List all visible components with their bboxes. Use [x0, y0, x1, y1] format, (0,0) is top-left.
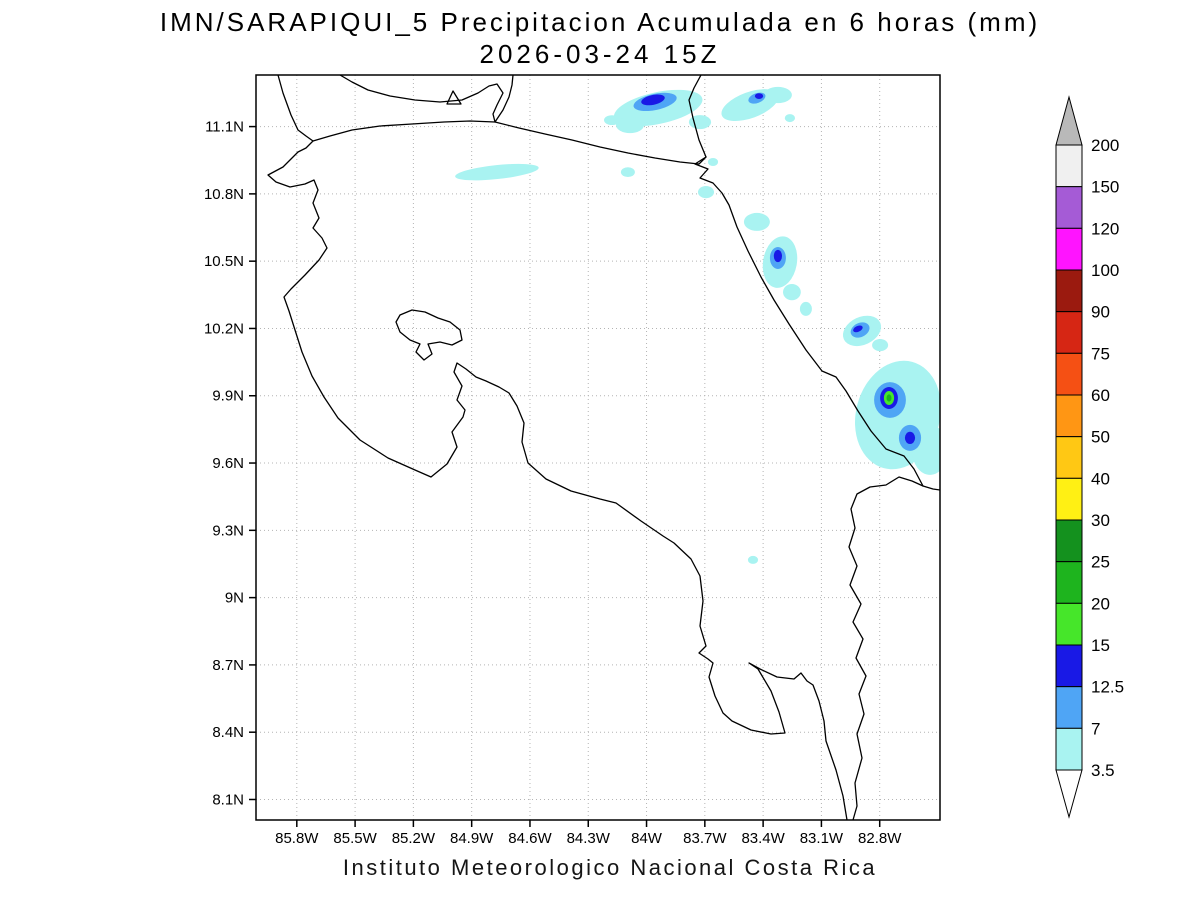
- x-axis-label: 85.5W: [333, 830, 377, 847]
- x-axis-label: 84.6W: [508, 830, 552, 847]
- precip-cell-3.5mm: [707, 158, 719, 166]
- x-axis-label: 85.2W: [392, 830, 436, 847]
- x-axis-label: 84W: [631, 830, 663, 847]
- lake-nicaragua-shore: [339, 75, 514, 123]
- colorbar-segment: [1055, 602, 1083, 646]
- colorbar-arrow-below-min: [1055, 769, 1083, 819]
- precip-cell-12.5mm: [773, 249, 783, 263]
- colorbar-segment: [1055, 436, 1083, 479]
- y-axis-label: 9.3N: [212, 522, 244, 539]
- precip-cell-3.5mm: [872, 339, 889, 352]
- coastline-caribbean: [688, 75, 940, 491]
- colorbar-segment: [1055, 727, 1083, 771]
- colorbar-segment: [1055, 269, 1083, 313]
- colorbar-segment: [1055, 561, 1083, 604]
- x-axis-label: 84.9W: [450, 830, 494, 847]
- precip-cell-3.5mm: [743, 212, 770, 231]
- colorbar-tick-label: 120: [1091, 219, 1119, 238]
- colorbar-tick-label: 25: [1091, 553, 1110, 572]
- colorbar-tick-label: 12.5: [1091, 678, 1124, 697]
- border-panama: [848, 476, 924, 820]
- precip-cell-3.5mm: [616, 116, 644, 134]
- colorbar-tick-label: 90: [1091, 303, 1110, 322]
- colorbar-segment: [1055, 644, 1083, 688]
- colorbar-tick-label: 200: [1091, 136, 1119, 155]
- precip-cell-3.5mm: [763, 86, 792, 104]
- precip-cell-3.5mm: [698, 186, 714, 199]
- colorbar-tick-label: 150: [1091, 178, 1119, 197]
- precip-cell-12.5mm: [853, 325, 863, 333]
- colorbar-tick-label: 30: [1091, 511, 1110, 530]
- y-axis-label: 8.7N: [212, 657, 244, 674]
- y-axis-label: 10.2N: [204, 320, 244, 337]
- chart-title-line2: 2026-03-24 15Z: [479, 39, 721, 69]
- grid-layer: [256, 75, 940, 820]
- precip-cell-12.5mm: [754, 93, 764, 99]
- x-axis-label: 82.8W: [858, 830, 902, 847]
- coastline-pacific: [267, 75, 848, 820]
- y-axis-label: 8.4N: [212, 724, 244, 741]
- colorbar-segment: [1055, 519, 1083, 563]
- colorbar-segment: [1055, 227, 1083, 271]
- lake-arenal: [395, 309, 463, 361]
- colorbar-tick-label: 3.5: [1091, 761, 1115, 780]
- y-axis-label: 8.1N: [212, 791, 244, 808]
- colorbar-segment: [1055, 394, 1083, 438]
- colorbar-tick-label: 40: [1091, 469, 1110, 488]
- axis-tick-layer: [249, 125, 881, 827]
- precip-cell-3.5mm: [455, 163, 539, 181]
- precip-cell-3.5mm: [620, 167, 635, 178]
- colorbar-segment: [1055, 477, 1083, 521]
- colorbar-arrow-above-max: [1055, 95, 1083, 146]
- colorbar-segment: [1055, 186, 1083, 229]
- precip-cell-3.5mm: [747, 555, 759, 564]
- precip-cell-3.5mm: [783, 284, 801, 301]
- precip-cell-3.5mm: [799, 301, 812, 316]
- colorbar-tick-label: 50: [1091, 428, 1110, 447]
- x-axis-label: 83.7W: [683, 830, 727, 847]
- y-axis-label: 10.5N: [204, 253, 244, 270]
- colorbar: 200 150 120 100 90 75 60 50 40 30 25 20 15 12.5 7 3.5: [1055, 95, 1124, 819]
- colorbar-tick-label: 60: [1091, 386, 1110, 405]
- border-nicaragua: [312, 120, 707, 165]
- colorbar-tick-label: 15: [1091, 636, 1110, 655]
- colorbar-segment: [1055, 144, 1083, 188]
- axis-label-layer: 85.8W 85.5W 85.2W 84.9W 84.6W 84.3W 84W 83.7W 83…: [204, 119, 902, 847]
- lake-island: [446, 90, 462, 105]
- colorbar-segment: [1055, 311, 1083, 354]
- colorbar-segment: [1055, 352, 1083, 396]
- precip-cell-12.5mm: [904, 431, 916, 444]
- x-axis-label: 83.4W: [741, 830, 785, 847]
- y-axis-label: 10.8N: [204, 186, 244, 203]
- precip-cell-3.5mm: [784, 114, 796, 123]
- precip-shading-layer: [455, 86, 940, 564]
- colorbar-tick-label: 75: [1091, 344, 1110, 363]
- y-axis-label: 9.6N: [212, 455, 244, 472]
- y-axis-label: 11.1N: [205, 119, 244, 136]
- precip-cell-12.5mm: [641, 94, 665, 106]
- colorbar-segment: [1055, 686, 1083, 729]
- precip-cell-3.5mm: [604, 115, 620, 125]
- chart-title-line1: IMN/SARAPIQUI_5 Precipitacion Acumulada …: [159, 7, 1041, 37]
- y-axis-label: 9.9N: [212, 388, 244, 405]
- colorbar-tick-label: 20: [1091, 594, 1110, 613]
- x-axis-label: 84.3W: [567, 830, 611, 847]
- map-frame: [255, 74, 941, 821]
- colorbar-tick-label: 100: [1091, 261, 1119, 280]
- footer-credit: Instituto Meteorologico Nacional Costa R…: [342, 855, 878, 880]
- x-axis-label: 85.8W: [275, 830, 319, 847]
- colorbar-tick-label: 7: [1091, 719, 1100, 738]
- precip-cell-20mm: [886, 394, 892, 402]
- chart-title: IMN/SARAPIQUI_5 Precipitacion Acumulada …: [0, 6, 1200, 70]
- y-axis-label: 9N: [225, 590, 244, 607]
- coastline-layer: [267, 75, 940, 820]
- x-axis-label: 83.1W: [800, 830, 844, 847]
